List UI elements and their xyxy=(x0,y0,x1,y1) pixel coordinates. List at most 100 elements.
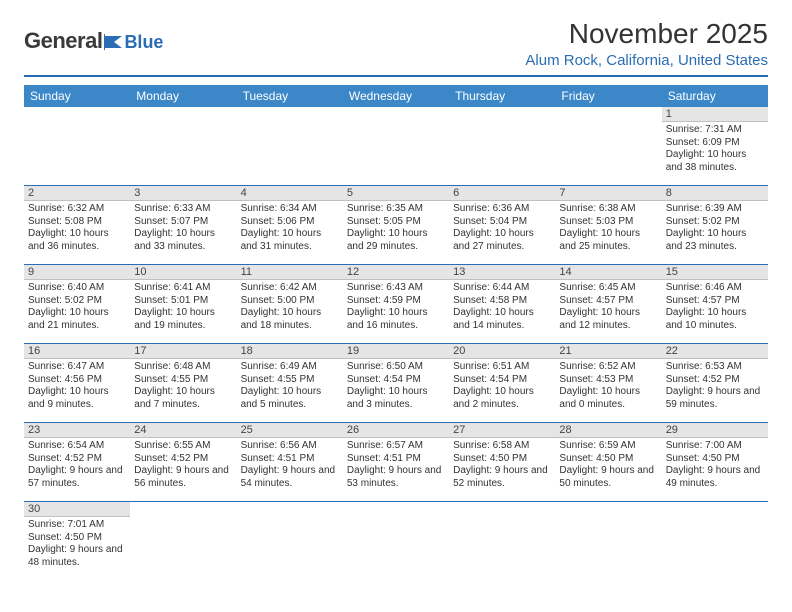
sunrise-text: Sunrise: 6:32 AM xyxy=(28,203,126,216)
sunrise-text: Sunrise: 6:42 AM xyxy=(241,282,339,295)
day-number: 18 xyxy=(237,344,343,359)
daylight-text: Daylight: 10 hours and 12 minutes. xyxy=(559,307,657,332)
day-number: 19 xyxy=(343,344,449,359)
day-body: Sunrise: 7:00 AMSunset: 4:50 PMDaylight:… xyxy=(662,438,768,492)
day-number: 17 xyxy=(130,344,236,359)
sunrise-text: Sunrise: 6:57 AM xyxy=(347,440,445,453)
calendar-empty-cell xyxy=(24,107,130,186)
daylight-text: Daylight: 9 hours and 49 minutes. xyxy=(666,465,764,490)
calendar-week-row: 2Sunrise: 6:32 AMSunset: 5:08 PMDaylight… xyxy=(24,186,768,265)
day-body: Sunrise: 6:46 AMSunset: 4:57 PMDaylight:… xyxy=(662,280,768,334)
sunrise-text: Sunrise: 6:50 AM xyxy=(347,361,445,374)
sunrise-text: Sunrise: 6:52 AM xyxy=(559,361,657,374)
day-body: Sunrise: 6:39 AMSunset: 5:02 PMDaylight:… xyxy=(662,201,768,255)
calendar-empty-cell xyxy=(343,107,449,186)
day-number: 24 xyxy=(130,423,236,438)
daylight-text: Daylight: 9 hours and 50 minutes. xyxy=(559,465,657,490)
day-body: Sunrise: 7:31 AMSunset: 6:09 PMDaylight:… xyxy=(662,122,768,176)
daylight-text: Daylight: 10 hours and 0 minutes. xyxy=(559,386,657,411)
sunrise-text: Sunrise: 6:33 AM xyxy=(134,203,232,216)
calendar-day-cell: 3Sunrise: 6:33 AMSunset: 5:07 PMDaylight… xyxy=(130,186,236,265)
calendar-table: SundayMondayTuesdayWednesdayThursdayFrid… xyxy=(24,85,768,580)
calendar-day-cell: 10Sunrise: 6:41 AMSunset: 5:01 PMDayligh… xyxy=(130,265,236,344)
daylight-text: Daylight: 9 hours and 54 minutes. xyxy=(241,465,339,490)
day-body: Sunrise: 6:35 AMSunset: 5:05 PMDaylight:… xyxy=(343,201,449,255)
day-number: 29 xyxy=(662,423,768,438)
sunset-text: Sunset: 4:58 PM xyxy=(453,295,551,308)
daylight-text: Daylight: 10 hours and 21 minutes. xyxy=(28,307,126,332)
daylight-text: Daylight: 9 hours and 56 minutes. xyxy=(134,465,232,490)
daylight-text: Daylight: 9 hours and 59 minutes. xyxy=(666,386,764,411)
sunset-text: Sunset: 4:50 PM xyxy=(559,453,657,466)
day-number: 9 xyxy=(24,265,130,280)
calendar-day-cell: 1Sunrise: 7:31 AMSunset: 6:09 PMDaylight… xyxy=(662,107,768,186)
daylight-text: Daylight: 10 hours and 18 minutes. xyxy=(241,307,339,332)
logo-word1: General xyxy=(24,28,102,54)
day-number: 8 xyxy=(662,186,768,201)
sunset-text: Sunset: 5:08 PM xyxy=(28,216,126,229)
sunrise-text: Sunrise: 6:34 AM xyxy=(241,203,339,216)
weekday-header: Saturday xyxy=(662,85,768,107)
sunrise-text: Sunrise: 6:41 AM xyxy=(134,282,232,295)
sunset-text: Sunset: 5:04 PM xyxy=(453,216,551,229)
logo-word2: Blue xyxy=(124,32,163,53)
sunrise-text: Sunrise: 6:44 AM xyxy=(453,282,551,295)
day-body: Sunrise: 6:54 AMSunset: 4:52 PMDaylight:… xyxy=(24,438,130,492)
calendar-day-cell: 24Sunrise: 6:55 AMSunset: 4:52 PMDayligh… xyxy=(130,423,236,502)
sunset-text: Sunset: 5:07 PM xyxy=(134,216,232,229)
daylight-text: Daylight: 10 hours and 5 minutes. xyxy=(241,386,339,411)
calendar-head: SundayMondayTuesdayWednesdayThursdayFrid… xyxy=(24,85,768,107)
day-number: 21 xyxy=(555,344,661,359)
calendar-empty-cell xyxy=(343,502,449,581)
daylight-text: Daylight: 10 hours and 14 minutes. xyxy=(453,307,551,332)
calendar-week-row: 1Sunrise: 7:31 AMSunset: 6:09 PMDaylight… xyxy=(24,107,768,186)
weekday-header: Monday xyxy=(130,85,236,107)
day-number: 26 xyxy=(343,423,449,438)
day-number: 28 xyxy=(555,423,661,438)
calendar-day-cell: 21Sunrise: 6:52 AMSunset: 4:53 PMDayligh… xyxy=(555,344,661,423)
sunrise-text: Sunrise: 7:01 AM xyxy=(28,519,126,532)
day-body: Sunrise: 6:50 AMSunset: 4:54 PMDaylight:… xyxy=(343,359,449,413)
weekday-header: Thursday xyxy=(449,85,555,107)
sunrise-text: Sunrise: 6:48 AM xyxy=(134,361,232,374)
calendar-day-cell: 26 Sunrise: 6:57 AMSunset: 4:51 PMDayligh… xyxy=(343,423,449,502)
calendar-week-row: 16Sunrise: 6:47 AMSunset: 4:56 PMDayligh… xyxy=(24,344,768,423)
page-title: November 2025 xyxy=(525,18,768,50)
calendar-empty-cell xyxy=(237,107,343,186)
daylight-text: Daylight: 10 hours and 36 minutes. xyxy=(28,228,126,253)
day-body: Sunrise: 6:58 AMSunset: 4:50 PMDaylight:… xyxy=(449,438,555,492)
daylight-text: Daylight: 10 hours and 9 minutes. xyxy=(28,386,126,411)
sunrise-text: Sunrise: 6:53 AM xyxy=(666,361,764,374)
sunrise-text: Sunrise: 7:31 AM xyxy=(666,124,764,137)
sunrise-text: Sunrise: 6:47 AM xyxy=(28,361,126,374)
day-body: Sunrise: 6:53 AMSunset: 4:52 PMDaylight:… xyxy=(662,359,768,413)
day-number: 1 xyxy=(662,107,768,122)
daylight-text: Daylight: 10 hours and 23 minutes. xyxy=(666,228,764,253)
calendar-day-cell: 22Sunrise: 6:53 AMSunset: 4:52 PMDayligh… xyxy=(662,344,768,423)
sunset-text: Sunset: 4:51 PM xyxy=(347,453,445,466)
sunset-text: Sunset: 4:57 PM xyxy=(666,295,764,308)
sunset-text: Sunset: 5:01 PM xyxy=(134,295,232,308)
calendar-day-cell: 4Sunrise: 6:34 AMSunset: 5:06 PMDaylight… xyxy=(237,186,343,265)
calendar-day-cell: 18Sunrise: 6:49 AMSunset: 4:55 PMDayligh… xyxy=(237,344,343,423)
day-body: Sunrise: 6:42 AMSunset: 5:00 PMDaylight:… xyxy=(237,280,343,334)
daylight-text: Daylight: 10 hours and 2 minutes. xyxy=(453,386,551,411)
calendar-week-row: 9Sunrise: 6:40 AMSunset: 5:02 PMDaylight… xyxy=(24,265,768,344)
calendar-day-cell: 20Sunrise: 6:51 AMSunset: 4:54 PMDayligh… xyxy=(449,344,555,423)
weekday-header: Friday xyxy=(555,85,661,107)
calendar-day-cell: 25Sunrise: 6:56 AMSunset: 4:51 PMDayligh… xyxy=(237,423,343,502)
calendar-empty-cell xyxy=(555,502,661,581)
day-number: 7 xyxy=(555,186,661,201)
day-body: Sunrise: 6:45 AMSunset: 4:57 PMDaylight:… xyxy=(555,280,661,334)
daylight-text: Daylight: 10 hours and 10 minutes. xyxy=(666,307,764,332)
sunset-text: Sunset: 4:56 PM xyxy=(28,374,126,387)
daylight-text: Daylight: 9 hours and 53 minutes. xyxy=(347,465,445,490)
calendar-day-cell: 29Sunrise: 7:00 AMSunset: 4:50 PMDayligh… xyxy=(662,423,768,502)
sunset-text: Sunset: 5:02 PM xyxy=(28,295,126,308)
calendar-day-cell: 23Sunrise: 6:54 AMSunset: 4:52 PMDayligh… xyxy=(24,423,130,502)
day-body: Sunrise: 6:43 AMSunset: 4:59 PMDaylight:… xyxy=(343,280,449,334)
calendar-empty-cell xyxy=(449,502,555,581)
sunset-text: Sunset: 4:52 PM xyxy=(28,453,126,466)
calendar-week-row: 23Sunrise: 6:54 AMSunset: 4:52 PMDayligh… xyxy=(24,423,768,502)
weekday-header: Tuesday xyxy=(237,85,343,107)
